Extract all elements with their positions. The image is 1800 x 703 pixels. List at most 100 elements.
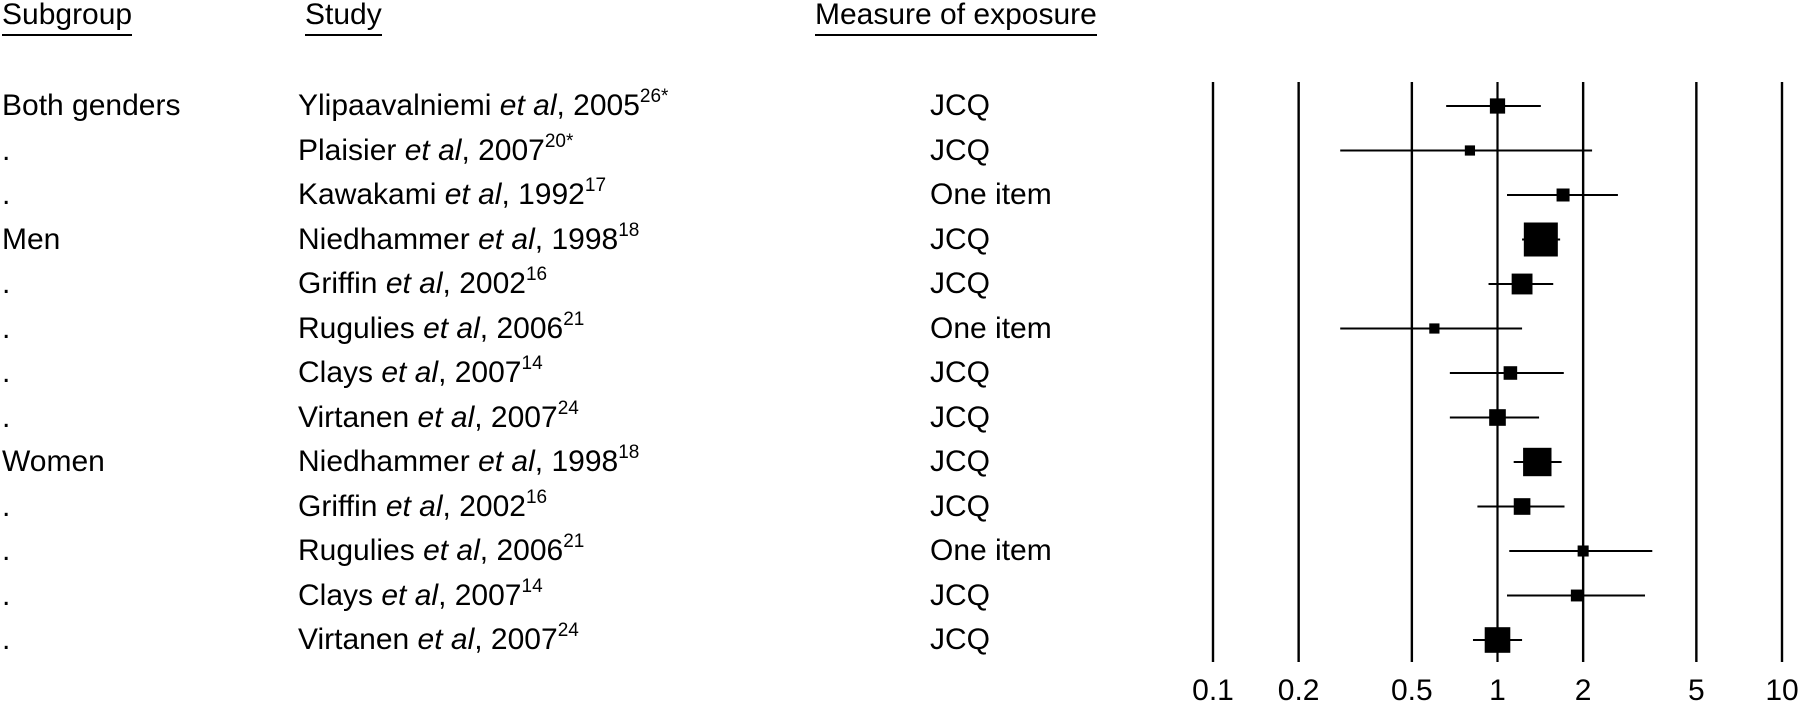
header-study: Study: [305, 0, 382, 36]
study-year: , 2005: [556, 89, 640, 122]
study-ref: 16: [525, 486, 548, 508]
study-cell: Griffin et al, 200216: [298, 262, 547, 306]
study-author: Rugulies: [298, 534, 415, 567]
study-ref: 18: [618, 442, 640, 463]
study-author: Ylipaavalniemi: [298, 89, 492, 122]
study-author: Virtanen: [298, 623, 410, 656]
study-etal: et al: [444, 178, 502, 211]
study-etal: et al: [385, 267, 443, 300]
table-row: . Virtanen et al, 200724 JCQ: [0, 618, 1100, 662]
study-cell: Niedhammer et al, 199818: [298, 440, 639, 484]
study-cell: Rugulies et al, 200621: [298, 307, 584, 351]
study-cell: Virtanen et al, 200724: [298, 396, 579, 440]
measure-cell: JCQ: [930, 222, 990, 256]
study-etal: et al: [499, 89, 557, 122]
study-author: Griffin: [298, 267, 378, 300]
effect-marker: [1523, 222, 1558, 257]
study-year: , 2002: [442, 489, 526, 523]
measure-cell: JCQ: [930, 578, 990, 612]
study-etal: et al: [381, 578, 439, 612]
study-ref: 24: [557, 397, 579, 419]
table-row: Both genders Ylipaavalniemi et al, 200526…: [0, 84, 1100, 128]
study-ref: 14: [521, 353, 543, 374]
study-author: Niedhammer: [298, 445, 470, 478]
effect-marker: [1513, 498, 1531, 515]
subgroup-cell: Both genders: [2, 89, 181, 122]
measure-cell: JCQ: [930, 400, 990, 434]
table-row: . Clays et al, 200714 JCQ: [0, 574, 1100, 618]
subgroup-cell: .: [2, 133, 11, 167]
study-author: Rugulies: [298, 311, 415, 345]
study-ref: 24: [557, 620, 579, 641]
subgroup-cell: Women: [2, 445, 105, 478]
study-ref: 17: [584, 175, 607, 196]
table-row: . Griffin et al, 200216 JCQ: [0, 262, 1100, 306]
subgroup-cell: .: [2, 356, 11, 389]
study-ref: 18: [618, 219, 640, 241]
x-tick-label: 5: [1688, 674, 1705, 703]
study-etal: et al: [478, 445, 535, 478]
table-row: . Virtanen et al, 200724 JCQ: [0, 396, 1100, 440]
subgroup-cell: Men: [2, 222, 61, 256]
subgroup-cell: .: [2, 578, 11, 612]
header-measure-label: Measure of exposure: [815, 0, 1097, 36]
study-cell: Clays et al, 200714: [298, 574, 543, 618]
effect-marker: [1484, 627, 1511, 653]
measure-cell: One item: [930, 311, 1052, 345]
effect-marker: [1523, 447, 1552, 477]
x-tick-label: 0.1: [1192, 674, 1234, 703]
study-etal: et al: [417, 623, 475, 656]
measure-cell: JCQ: [930, 356, 990, 389]
measure-cell: JCQ: [930, 133, 990, 167]
effect-marker: [1556, 188, 1570, 202]
study-cell: Kawakami et al, 199217: [298, 173, 606, 217]
study-year: , 2007: [438, 356, 522, 389]
study-etal: et al: [385, 489, 443, 523]
subgroup-cell: .: [2, 489, 11, 523]
measure-cell: JCQ: [930, 267, 990, 300]
study-cell: Ylipaavalniemi et al, 200526*: [298, 84, 668, 128]
study-author: Griffin: [298, 489, 378, 523]
measure-cell: JCQ: [930, 623, 990, 656]
table-row: Men Niedhammer et al, 199818 JCQ: [0, 218, 1100, 262]
study-cell: Griffin et al, 200216: [298, 485, 547, 529]
effect-marker: [1464, 145, 1476, 156]
study-etal: et al: [404, 133, 462, 167]
study-cell: Clays et al, 200714: [298, 351, 543, 395]
effect-marker: [1489, 98, 1506, 114]
x-tick-label: 0.5: [1391, 674, 1433, 703]
subgroup-cell: .: [2, 534, 11, 567]
subgroup-cell: .: [2, 623, 11, 656]
header-subgroup-label: Subgroup: [2, 0, 133, 36]
effect-marker: [1570, 589, 1583, 602]
x-tick-label: 10: [1765, 674, 1798, 703]
study-ref: 21: [563, 308, 585, 330]
header-subgroup: Subgroup: [2, 0, 133, 36]
subgroup-cell: .: [2, 400, 11, 434]
study-year: , 1998: [534, 445, 619, 478]
effect-marker: [1503, 366, 1518, 380]
measure-cell: JCQ: [930, 445, 990, 478]
study-year: , 2007: [474, 623, 558, 656]
table-row: . Rugulies et al, 200621 One item: [0, 307, 1100, 351]
study-year: , 1992: [501, 178, 585, 211]
x-tick-label: 0.2: [1278, 674, 1320, 703]
subgroup-cell: .: [2, 311, 11, 345]
x-tick-label: 2: [1575, 674, 1592, 703]
study-year: , 2007: [474, 400, 558, 434]
header-study-label: Study: [305, 0, 382, 36]
study-year: , 2006: [479, 311, 564, 345]
study-etal: et al: [381, 356, 439, 389]
study-etal: et al: [478, 222, 535, 256]
study-etal: et al: [417, 400, 475, 434]
measure-cell: JCQ: [930, 89, 990, 122]
study-year: , 2007: [438, 578, 522, 612]
effect-marker: [1511, 273, 1533, 295]
measure-cell: One item: [930, 178, 1052, 211]
study-cell: Rugulies et al, 200621: [298, 529, 584, 573]
study-ref: 14: [521, 575, 543, 597]
study-year: , 2002: [442, 267, 526, 300]
study-etal: et al: [423, 534, 480, 567]
study-ref: 20*: [544, 130, 574, 152]
table-row: . Griffin et al, 200216 JCQ: [0, 485, 1100, 529]
